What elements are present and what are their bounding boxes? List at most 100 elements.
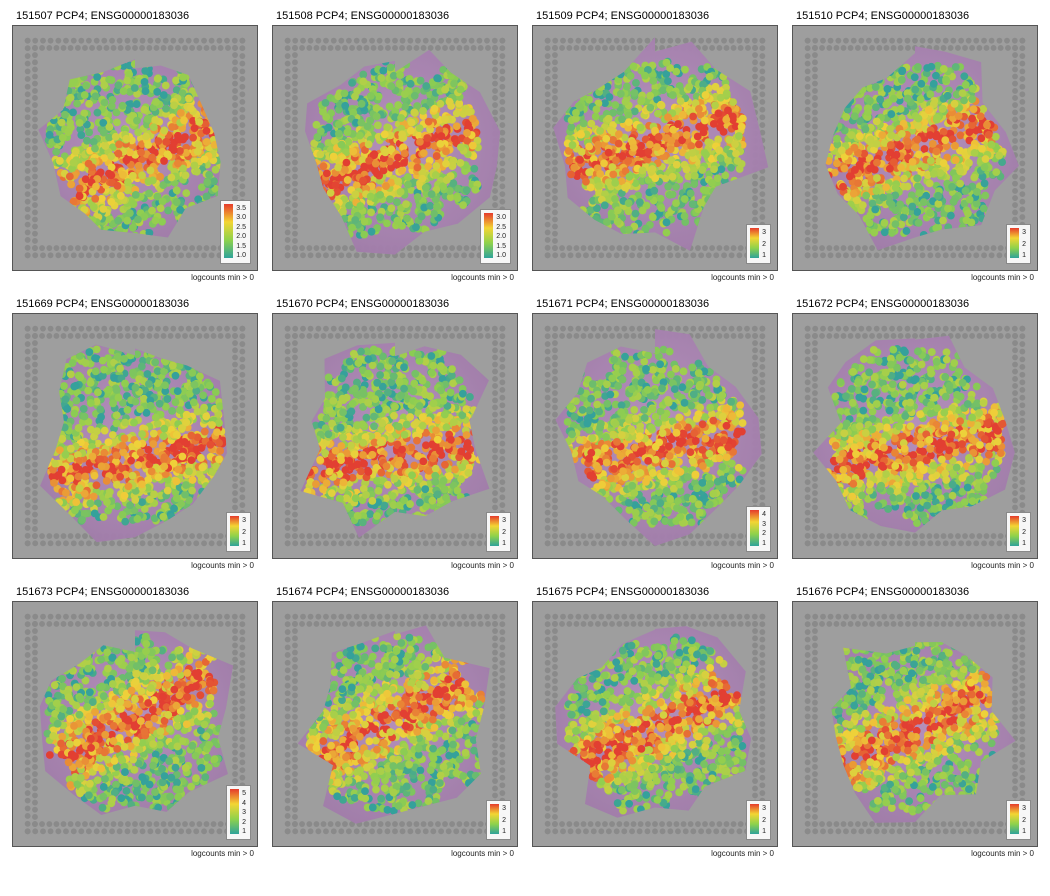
panel-title: 151671 PCP4; ENSG00000183036 (536, 298, 778, 310)
legend-colorbar (750, 804, 759, 834)
panel-title: 151669 PCP4; ENSG00000183036 (16, 298, 258, 310)
spatial-plot: 321 (792, 25, 1038, 271)
legend-tick: 3 (762, 805, 766, 812)
legend-ticks: 321 (242, 516, 246, 548)
spatial-plot: 54321 (12, 601, 258, 847)
legend-tick: 3 (1022, 229, 1026, 236)
panel-title: 151676 PCP4; ENSG00000183036 (796, 586, 1038, 598)
panel-caption: logcounts min > 0 (12, 273, 254, 282)
legend-colorbar (224, 204, 233, 258)
spatial-plot: 3.5 3.0 2.5 2.0 1.5 1.0 (12, 25, 258, 271)
spatial-plot: 3 2 1 (532, 25, 778, 271)
color-legend: 321 (1006, 512, 1031, 552)
panel-caption: logcounts min > 0 (12, 849, 254, 858)
spatial-plot: 3 2 1 (272, 313, 518, 559)
panel-151510: 151510 PCP4; ENSG00000183036321logcounts… (792, 8, 1038, 282)
legend-tick: 3 (502, 805, 506, 812)
color-legend: 3 2 1 (746, 224, 771, 264)
legend-tick: 3.0 (236, 214, 246, 221)
legend-colorbar (1010, 804, 1019, 834)
panel-title: 151508 PCP4; ENSG00000183036 (276, 10, 518, 22)
legend-ticks: 4321 (762, 510, 766, 548)
panel-title: 151673 PCP4; ENSG00000183036 (16, 586, 258, 598)
spatial-plot: 321 (792, 313, 1038, 559)
legend-ticks: 321 (1022, 228, 1026, 260)
legend-tick: 2.5 (236, 224, 246, 231)
legend-colorbar (230, 789, 239, 834)
legend-tick: 1 (1022, 540, 1026, 547)
legend-tick: 2 (502, 817, 506, 824)
legend-tick: 3 (242, 809, 246, 816)
legend-colorbar (1010, 516, 1019, 546)
spatial-plot: 3.0 2.5 2.0 1.5 1.0 (272, 25, 518, 271)
legend-tick: 1 (242, 828, 246, 835)
color-legend: 3.5 3.0 2.5 2.0 1.5 1.0 (220, 200, 251, 264)
panel-caption: logcounts min > 0 (272, 273, 514, 282)
legend-colorbar (490, 804, 499, 834)
legend-colorbar (750, 228, 759, 258)
legend-tick: 1.0 (236, 252, 246, 259)
legend-tick: 1 (502, 540, 506, 547)
panel-151669: 151669 PCP4; ENSG00000183036 321 logcounts… (12, 296, 258, 570)
panel-151673: 151673 PCP4; ENSG0000018303654321logcoun… (12, 584, 258, 858)
legend-tick: 3.5 (236, 205, 246, 212)
color-legend: 321 (1006, 224, 1031, 264)
legend-ticks: 321 (762, 804, 766, 836)
legend-tick: 2 (242, 819, 246, 826)
legend-tick: 1 (762, 252, 766, 259)
legend-tick: 2.0 (236, 233, 246, 240)
legend-tick: 2 (762, 530, 766, 537)
legend-tick: 1 (1022, 828, 1026, 835)
legend-tick: 3 (502, 517, 506, 524)
legend-tick: 2.0 (496, 233, 506, 240)
legend-ticks: 3 2 1 (502, 516, 506, 548)
legend-ticks: 54321 (242, 789, 246, 836)
legend-colorbar (484, 213, 493, 258)
legend-tick: 2 (1022, 817, 1026, 824)
legend-ticks: 3 2 1 (762, 228, 766, 260)
spatial-plot: 3 2 1 (792, 601, 1038, 847)
panel-caption: logcounts min > 0 (532, 273, 774, 282)
panel-151675: 151675 PCP4; ENSG00000183036321logcounts… (532, 584, 778, 858)
panel-title: 151507 PCP4; ENSG00000183036 (16, 10, 258, 22)
panel-title: 151674 PCP4; ENSG00000183036 (276, 586, 518, 598)
panel-caption: logcounts min > 0 (272, 561, 514, 570)
panel-151672: 151672 PCP4; ENSG00000183036 321 logcounts… (792, 296, 1038, 570)
spatial-plot: 321 (532, 601, 778, 847)
legend-tick: 1.5 (236, 243, 246, 250)
panel-caption: logcounts min > 0 (792, 561, 1034, 570)
color-legend: 54321 (226, 785, 251, 840)
color-legend: 321 (746, 800, 771, 840)
legend-tick: 3 (1022, 517, 1026, 524)
legend-tick: 3 (242, 517, 246, 524)
legend-colorbar (750, 510, 759, 546)
legend-ticks: 3 2 1 (502, 804, 506, 836)
panel-caption: logcounts min > 0 (272, 849, 514, 858)
legend-tick: 2.5 (496, 224, 506, 231)
panel-151671: 151671 PCP4; ENSG000001830364321logcount… (532, 296, 778, 570)
legend-tick: 5 (242, 790, 246, 797)
panel-title: 151672 PCP4; ENSG00000183036 (796, 298, 1038, 310)
legend-tick: 3 (762, 229, 766, 236)
legend-ticks: 3 2 1 (1022, 804, 1026, 836)
panel-title: 151670 PCP4; ENSG00000183036 (276, 298, 518, 310)
panel-title: 151675 PCP4; ENSG00000183036 (536, 586, 778, 598)
color-legend: 3 2 1 (486, 512, 511, 552)
legend-colorbar (230, 516, 239, 546)
legend-tick: 1 (762, 540, 766, 547)
panel-151674: 151674 PCP4; ENSG00000183036 3 2 1 logcounts… (272, 584, 518, 858)
legend-tick: 2 (1022, 241, 1026, 248)
legend-tick: 1.0 (496, 252, 506, 259)
panel-caption: logcounts min > 0 (12, 561, 254, 570)
legend-tick: 1.5 (496, 243, 506, 250)
color-legend: 3 2 1 (1006, 800, 1031, 840)
legend-colorbar (1010, 228, 1019, 258)
legend-tick: 3.0 (496, 214, 506, 221)
legend-tick: 3 (1022, 805, 1026, 812)
panel-title: 151509 PCP4; ENSG00000183036 (536, 10, 778, 22)
spatial-plot: 3 2 1 (272, 601, 518, 847)
legend-tick: 2 (502, 529, 506, 536)
legend-tick: 1 (502, 828, 506, 835)
panel-151676: 151676 PCP4; ENSG00000183036321logcounts… (792, 584, 1038, 858)
legend-tick: 2 (762, 241, 766, 248)
